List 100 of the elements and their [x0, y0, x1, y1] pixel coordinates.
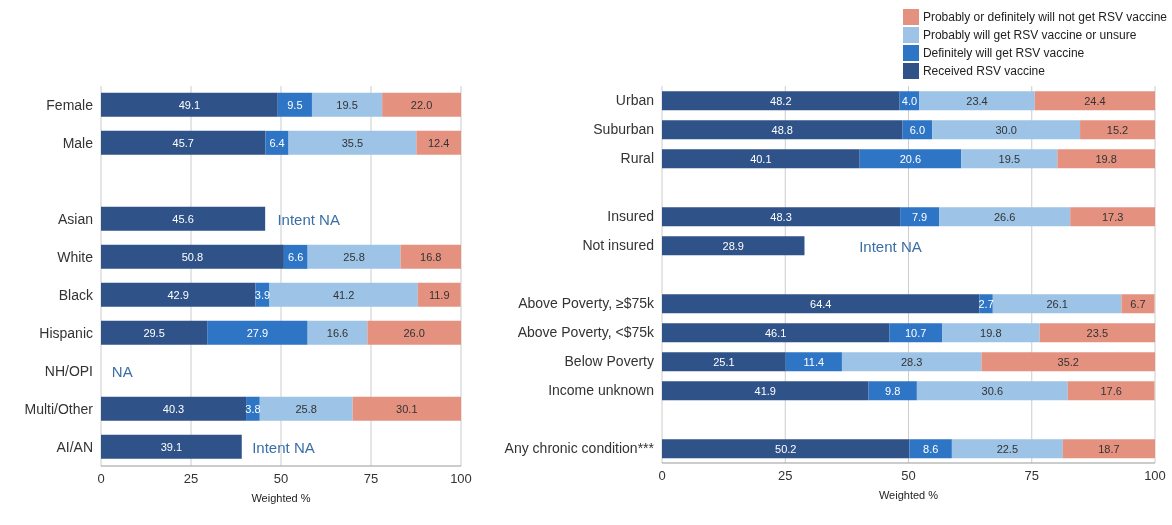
- y-tick-label: Rural: [620, 150, 654, 167]
- bar: [785, 352, 842, 372]
- data-label: 16.6: [326, 326, 349, 339]
- data-label: 30.1: [396, 402, 418, 415]
- data-label: 6.6: [288, 250, 304, 263]
- data-label: 48.8: [771, 123, 793, 136]
- data-label: 28.9: [722, 239, 744, 252]
- legend-label: Definitely will get RSV vaccine: [922, 46, 1085, 60]
- data-label: 23.4: [966, 94, 988, 107]
- bar: [662, 236, 805, 256]
- y-tick-label: Male: [62, 134, 94, 151]
- y-tick-label: White: [57, 248, 94, 265]
- data-label: 35.2: [1057, 355, 1079, 368]
- y-tick-label: Above Poverty, ≥$75k: [518, 295, 655, 312]
- bar: [859, 149, 962, 169]
- bar: [288, 130, 417, 155]
- x-tick-label: 0: [658, 468, 666, 484]
- data-label: 2.7: [978, 297, 994, 310]
- legend-label: Received RSV vaccine: [922, 64, 1045, 78]
- y-tick-label: AI/AN: [56, 438, 93, 455]
- data-label: 35.5: [341, 136, 364, 149]
- bar: [961, 149, 1058, 169]
- legend-label: Probably will get RSV vaccine or unsure: [922, 28, 1137, 42]
- data-label: 20.6: [899, 152, 922, 165]
- data-label: 39.1: [160, 440, 183, 453]
- data-label: 18.7: [1098, 442, 1120, 455]
- bar: [992, 294, 1122, 314]
- data-label: 6.4: [269, 136, 285, 149]
- legend-label: Probably or definitely will not get RSV vaccine: [922, 10, 1167, 24]
- bar: [1121, 294, 1155, 314]
- bar: [259, 396, 353, 421]
- y-tick-label: Above Poverty, <$75k: [517, 324, 655, 341]
- bar: [662, 323, 890, 343]
- x-tick-label: 50: [901, 468, 916, 484]
- x-tick-label: 100: [1144, 468, 1166, 484]
- x-axis-title: Weighted %: [878, 489, 939, 501]
- data-label: 8.6: [923, 442, 939, 455]
- bar: [277, 92, 312, 117]
- data-label: 23.5: [1086, 326, 1109, 339]
- bar: [1070, 207, 1155, 227]
- y-tick-label: Any chronic condition***: [504, 440, 655, 457]
- y-tick-label: Income unknown: [548, 382, 654, 399]
- data-label: 7.9: [911, 210, 928, 223]
- x-tick-label: 25: [778, 468, 793, 484]
- bar: [889, 323, 943, 343]
- data-label: 26.1: [1046, 297, 1068, 310]
- bar: [400, 244, 461, 269]
- bar: [868, 381, 917, 401]
- x-tick-label: 0: [97, 471, 105, 487]
- data-label: 30.0: [995, 123, 1017, 136]
- bar: [951, 439, 1063, 459]
- bar: [1057, 149, 1155, 169]
- annotation: Intent NA: [277, 210, 340, 228]
- bar: [307, 320, 368, 345]
- data-label: 50.8: [181, 250, 204, 263]
- data-label: 64.4: [810, 297, 832, 310]
- y-tick-label: Asian: [57, 210, 93, 227]
- bar: [352, 396, 461, 421]
- bar: [1062, 439, 1155, 459]
- data-label: 40.1: [750, 152, 772, 165]
- bar: [207, 320, 308, 345]
- data-label: 19.8: [980, 326, 1002, 339]
- bar: [382, 92, 461, 117]
- data-label: 30.6: [981, 384, 1004, 397]
- data-label: 3.8: [245, 402, 261, 415]
- data-label: 45.7: [172, 136, 194, 149]
- bar: [101, 130, 266, 155]
- data-label: 48.3: [770, 210, 792, 223]
- data-label: 6.0: [909, 123, 926, 136]
- bar: [916, 381, 1068, 401]
- data-label: 4.0: [901, 94, 918, 107]
- bar: [101, 92, 278, 117]
- bar: [841, 352, 982, 372]
- bar: [662, 352, 786, 372]
- annotation: NA: [111, 362, 133, 380]
- x-axis-title: Weighted %: [251, 492, 311, 504]
- data-label: 22.0: [410, 98, 433, 111]
- data-label: 41.9: [754, 384, 776, 397]
- data-label: 17.6: [1100, 384, 1122, 397]
- bar: [909, 439, 952, 459]
- bar: [101, 206, 266, 231]
- data-label: 11.4: [803, 355, 825, 368]
- bar: [1034, 91, 1155, 111]
- data-label: 28.3: [900, 355, 923, 368]
- data-label: 15.2: [1106, 123, 1129, 136]
- bar: [662, 120, 903, 140]
- x-tick-label: 50: [273, 471, 289, 487]
- data-label: 16.8: [420, 250, 442, 263]
- bar: [307, 244, 401, 269]
- bar: [662, 294, 980, 314]
- bar: [311, 92, 383, 117]
- bar: [662, 91, 900, 111]
- bar: [981, 352, 1155, 372]
- bar: [367, 320, 461, 345]
- data-label: 50.2: [775, 442, 797, 455]
- y-tick-label: Black: [58, 286, 94, 303]
- y-tick-label: NH/OPI: [44, 362, 93, 379]
- data-label: 3.9: [254, 288, 271, 301]
- bar: [662, 439, 910, 459]
- data-label: 22.5: [996, 442, 1019, 455]
